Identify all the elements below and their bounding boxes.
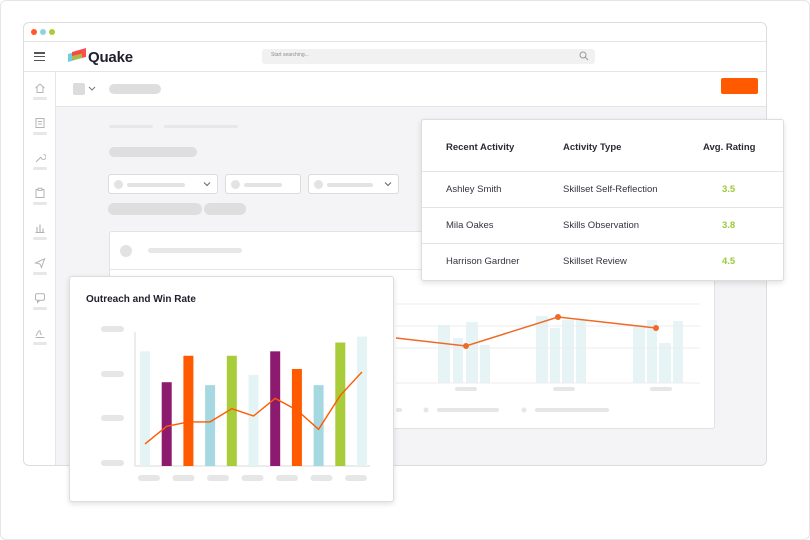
search-placeholder: Start searching... (271, 52, 309, 58)
avg-rating: 3.5 (722, 184, 736, 195)
chart-bar (205, 385, 216, 466)
card-header-placeholder (148, 248, 242, 253)
filter-label-placeholder (164, 125, 238, 128)
chart-bar (291, 368, 302, 466)
y-tick-label-placeholder (101, 460, 124, 466)
wrench-icon (35, 153, 46, 163)
row-divider (422, 171, 783, 172)
sidebar-item-clipboard[interactable] (32, 187, 48, 207)
activity-type: Skillset Self-Reflection (563, 184, 658, 195)
chart-bar (313, 385, 324, 466)
minimize-window-dot[interactable] (40, 29, 46, 35)
chart-bar (161, 382, 172, 466)
document-icon (35, 118, 45, 128)
x-tick-label-placeholder (276, 475, 298, 481)
signature-icon (35, 330, 45, 338)
view-selector[interactable] (73, 83, 85, 95)
breadcrumb-placeholder (109, 84, 161, 94)
column-header-recent-activity[interactable]: Recent Activity (446, 142, 515, 153)
x-tick-label-placeholder (172, 475, 195, 481)
row-divider (422, 243, 783, 244)
sidebar (24, 72, 56, 465)
brand-name: Quake (88, 49, 133, 66)
bar-chart-icon (35, 224, 45, 233)
maximize-window-dot[interactable] (49, 29, 55, 35)
primary-action-button[interactable] (721, 78, 758, 94)
sidebar-item-sign[interactable] (32, 327, 48, 347)
y-tick-label-placeholder (101, 326, 124, 332)
sidebar-item-reports[interactable] (32, 222, 48, 242)
home-icon (35, 83, 45, 93)
card-header-icon (120, 245, 132, 257)
send-icon (34, 257, 46, 269)
tag-placeholder (204, 203, 246, 215)
chat-icon (35, 293, 45, 304)
avg-rating: 3.8 (722, 220, 736, 231)
chart-bar (183, 355, 194, 466)
x-tick-label-placeholder (207, 475, 229, 481)
chart-bar (357, 336, 367, 466)
sidebar-item-messages[interactable] (32, 292, 48, 312)
activity-name: Ashley Smith (446, 184, 502, 195)
x-tick-label-placeholder (241, 475, 264, 481)
background-chart (395, 303, 700, 413)
activity-name: Harrison Gardner (446, 256, 520, 267)
chart-bar (226, 355, 237, 466)
chevron-down-icon (384, 182, 392, 187)
row-divider (422, 207, 783, 208)
avg-rating: 4.5 (722, 256, 736, 267)
section-title-placeholder (109, 147, 197, 157)
close-window-dot[interactable] (31, 29, 37, 35)
filter-select[interactable] (108, 174, 218, 194)
search-input[interactable]: Start searching... (262, 49, 595, 64)
outreach-win-rate-card: Outreach and Win Rate (69, 276, 394, 502)
chart-bar (270, 351, 281, 466)
y-tick-label-placeholder (101, 371, 124, 377)
tag-placeholder (108, 203, 202, 215)
chart-bar (248, 374, 259, 466)
filter-select[interactable] (308, 174, 399, 194)
chart-bar (335, 342, 346, 466)
window-titlebar (24, 23, 766, 42)
column-header-activity-type[interactable]: Activity Type (563, 142, 622, 153)
column-header-avg-rating[interactable]: Avg. Rating (703, 142, 756, 153)
filter-label-placeholder (109, 125, 153, 128)
activity-type: Skills Observation (563, 220, 640, 231)
menu-icon[interactable] (34, 52, 45, 62)
sidebar-item-documents[interactable] (32, 117, 48, 137)
app-header: Quake Start searching... (24, 42, 766, 72)
sidebar-item-send[interactable] (32, 257, 48, 277)
outreach-win-rate-chart (101, 326, 370, 481)
clipboard-icon (35, 187, 45, 198)
sidebar-item-home[interactable] (32, 82, 48, 102)
search-icon[interactable] (579, 51, 589, 61)
card-divider (110, 269, 714, 270)
x-tick-label-placeholder (345, 475, 367, 481)
sidebar-item-tools[interactable] (32, 152, 48, 172)
x-tick-label-placeholder (138, 475, 160, 481)
activity-type: Skillset Review (563, 256, 627, 267)
page-toolbar (56, 72, 766, 107)
win-rate-line (144, 371, 363, 445)
chevron-down-icon[interactable] (88, 86, 96, 92)
chart-title: Outreach and Win Rate (86, 294, 196, 305)
activity-name: Mila Oakes (446, 220, 494, 231)
filter-select[interactable] (225, 174, 301, 194)
recent-activity-table: Recent Activity Activity Type Avg. Ratin… (421, 119, 784, 281)
chevron-down-icon (203, 182, 211, 187)
x-tick-label-placeholder (310, 475, 333, 481)
quake-logo-icon (68, 48, 86, 62)
chart-bar (140, 351, 150, 466)
y-tick-label-placeholder (101, 415, 124, 421)
